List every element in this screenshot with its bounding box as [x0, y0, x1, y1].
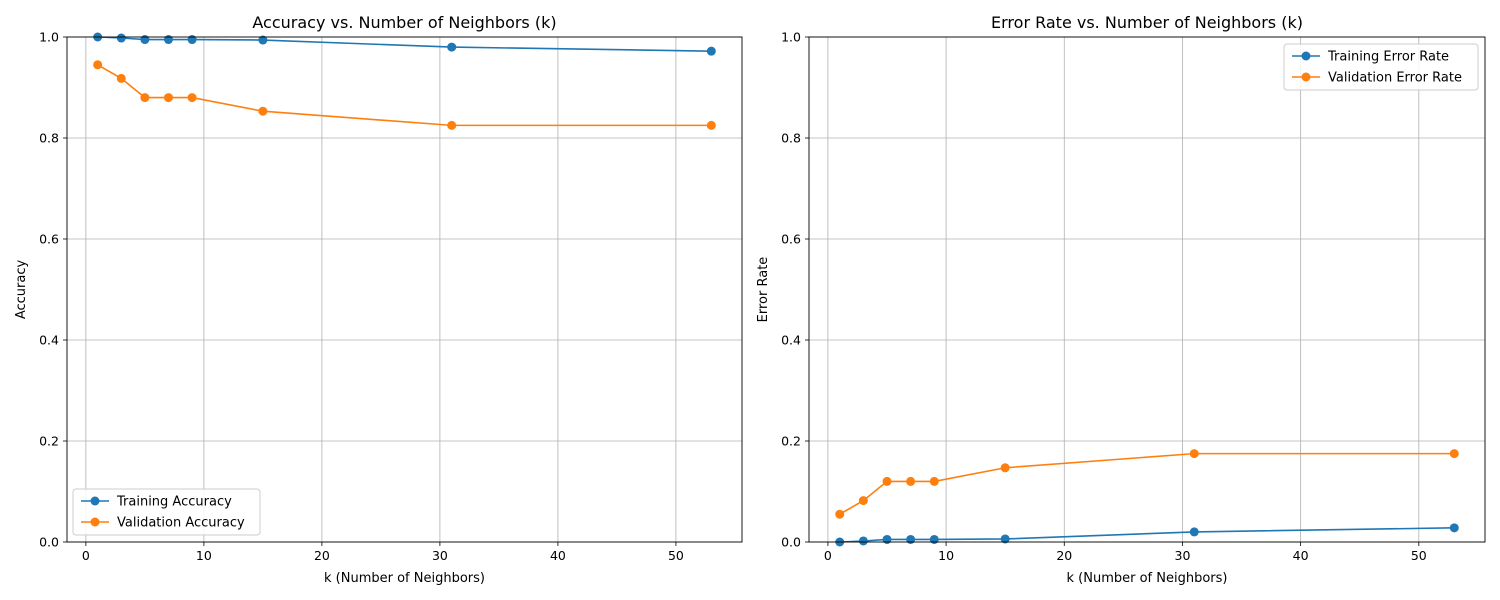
data-point — [835, 509, 845, 519]
y-tick-label: 0.0 — [39, 535, 59, 550]
data-point — [1000, 534, 1010, 544]
x-axis-label: k (Number of Neighbors) — [1067, 571, 1228, 586]
data-point — [258, 35, 268, 45]
data-point — [258, 106, 268, 116]
data-point — [1449, 449, 1459, 459]
data-point — [447, 42, 457, 52]
legend-box — [72, 488, 261, 536]
legend-label: Validation Accuracy — [117, 516, 245, 531]
chart-panel-1: 0 10 20 30 40 50 0.0 0.2 0.4 0.6 0.8 1.0 Accuracy vs… — [14, 13, 743, 586]
data-point — [93, 60, 103, 70]
y-tick-label: 1.0 — [781, 30, 801, 45]
x-tick-label: 30 — [1175, 548, 1191, 563]
data-point — [163, 35, 173, 45]
x-tick-label: 40 — [1293, 548, 1309, 563]
y-tick-label: 1.0 — [39, 30, 59, 45]
legend-marker — [1301, 72, 1311, 82]
data-point — [116, 33, 126, 43]
chart-panel-2: 0 10 20 30 40 50 0.0 0.2 0.4 0.6 0.8 1.0 Error Rate … — [756, 13, 1486, 586]
data-point — [706, 120, 716, 130]
data-point — [447, 120, 457, 130]
x-tick-label: 10 — [938, 548, 954, 563]
y-tick-label: 0.8 — [39, 131, 59, 146]
y-tick-label: 0.8 — [781, 131, 801, 146]
chart-title: Accuracy vs. Number of Neighbors (k) — [252, 13, 556, 32]
data-point — [1189, 527, 1199, 537]
legend-marker — [1301, 51, 1311, 61]
x-tick-label: 50 — [668, 548, 684, 563]
plot-frame — [808, 36, 1486, 543]
y-tick-label: 0.2 — [39, 434, 59, 449]
data-point — [163, 93, 173, 103]
data-point — [929, 534, 939, 544]
legend: Training Accuracy Validation Accuracy — [72, 488, 261, 536]
data-point — [882, 476, 892, 486]
data-point — [1000, 463, 1010, 473]
y-tick-label: 0.6 — [39, 232, 59, 247]
data-point — [187, 93, 197, 103]
data-point — [929, 476, 939, 486]
x-axis-label: k (Number of Neighbors) — [324, 571, 485, 586]
data-point — [140, 93, 150, 103]
x-tick-label: 0 — [824, 548, 832, 563]
series-line-2 — [97, 64, 712, 127]
data-point — [906, 534, 916, 544]
data-point — [140, 35, 150, 45]
data-point — [187, 35, 197, 45]
legend-marker — [90, 517, 100, 527]
data-point — [706, 46, 716, 56]
data-point — [116, 73, 126, 83]
y-tick-label: 0.2 — [781, 434, 801, 449]
data-point — [882, 534, 892, 544]
y-tick-label: 0.0 — [781, 535, 801, 550]
legend-label: Training Error Rate — [1327, 50, 1449, 65]
data-point — [1189, 449, 1199, 459]
legend: Training Error Rate Validation Error Rate — [1283, 43, 1479, 91]
x-tick-label: 10 — [196, 548, 212, 563]
legend-marker — [90, 496, 100, 506]
x-tick-label: 20 — [1056, 548, 1072, 563]
y-tick-label: 0.4 — [781, 333, 801, 348]
legend-box — [1283, 43, 1479, 91]
series-line-2 — [839, 452, 1455, 515]
x-tick-label: 20 — [314, 548, 330, 563]
data-point — [858, 536, 868, 546]
plot-frame — [66, 36, 743, 543]
data-point — [906, 476, 916, 486]
y-axis-label: Error Rate — [756, 257, 771, 323]
x-tick-label: 50 — [1411, 548, 1427, 563]
chart-title: Error Rate vs. Number of Neighbors (k) — [991, 13, 1303, 32]
y-axis-label: Accuracy — [14, 260, 29, 320]
data-point — [1449, 523, 1459, 533]
y-tick-label: 0.6 — [781, 232, 801, 247]
x-tick-label: 30 — [432, 548, 448, 563]
data-point — [858, 496, 868, 506]
legend-label: Training Accuracy — [116, 495, 232, 510]
y-tick-label: 0.4 — [39, 333, 59, 348]
legend-label: Validation Error Rate — [1328, 71, 1462, 86]
x-tick-label: 0 — [82, 548, 90, 563]
x-tick-label: 40 — [550, 548, 566, 563]
